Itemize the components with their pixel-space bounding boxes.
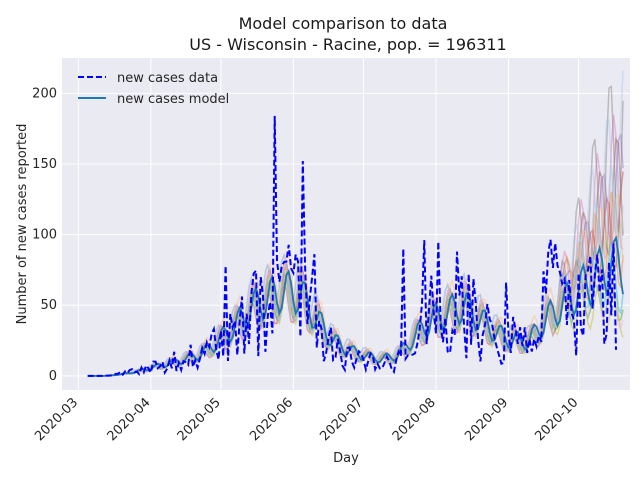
model-ensemble-line xyxy=(87,253,624,377)
y-tick-label: 200 xyxy=(32,86,57,101)
y-axis-ticks: 0 50 100 150 200 xyxy=(32,86,57,384)
x-tick-label: 2020-03 xyxy=(32,395,81,444)
model-ensemble-line xyxy=(87,191,624,377)
y-tick-label: 50 xyxy=(40,298,57,313)
model-ensemble-line xyxy=(87,279,624,377)
x-tick-label: 2020-09 xyxy=(462,395,511,444)
model-ensemble-line xyxy=(87,213,624,377)
model-ensemble-line xyxy=(87,270,624,377)
y-tick-label: 100 xyxy=(32,228,57,243)
x-tick-label: 2020-07 xyxy=(317,395,366,444)
x-tick-label: 2020-05 xyxy=(175,395,224,444)
y-tick-label: 0 xyxy=(49,369,57,384)
model-ensemble-line xyxy=(87,85,624,377)
gridlines xyxy=(62,58,630,390)
plot-background xyxy=(62,58,630,390)
x-axis-label: Day xyxy=(333,451,359,466)
x-tick-label: 2020-06 xyxy=(247,395,296,444)
x-tick-label: 2020-08 xyxy=(390,395,439,444)
x-axis-ticks: 2020-03 2020-04 2020-05 2020-06 2020-07 2020-… xyxy=(32,395,581,444)
legend-model-label: new cases model xyxy=(117,92,229,107)
model-ensemble-line xyxy=(87,166,624,377)
legend-data-label: new cases data xyxy=(117,71,218,86)
model-ensemble-line xyxy=(87,221,624,377)
series-line-new-cases-model xyxy=(87,235,624,377)
plot-area xyxy=(62,58,630,390)
y-axis-label: Number of new cases reported xyxy=(15,124,30,325)
y-tick-label: 150 xyxy=(32,157,57,172)
model-ensemble-line xyxy=(87,191,624,377)
x-tick-label: 2020-04 xyxy=(105,395,154,444)
model-ensemble-line xyxy=(87,133,624,377)
chart-subtitle: US - Wisconsin - Racine, pop. = 196311 xyxy=(189,35,506,54)
series-lines xyxy=(87,115,624,377)
model-ensemble-line xyxy=(87,243,624,377)
chart-title: Model comparison to data xyxy=(239,14,448,33)
x-tick-label: 2020-10 xyxy=(532,395,581,444)
legend: new cases data new cases model xyxy=(78,71,229,107)
